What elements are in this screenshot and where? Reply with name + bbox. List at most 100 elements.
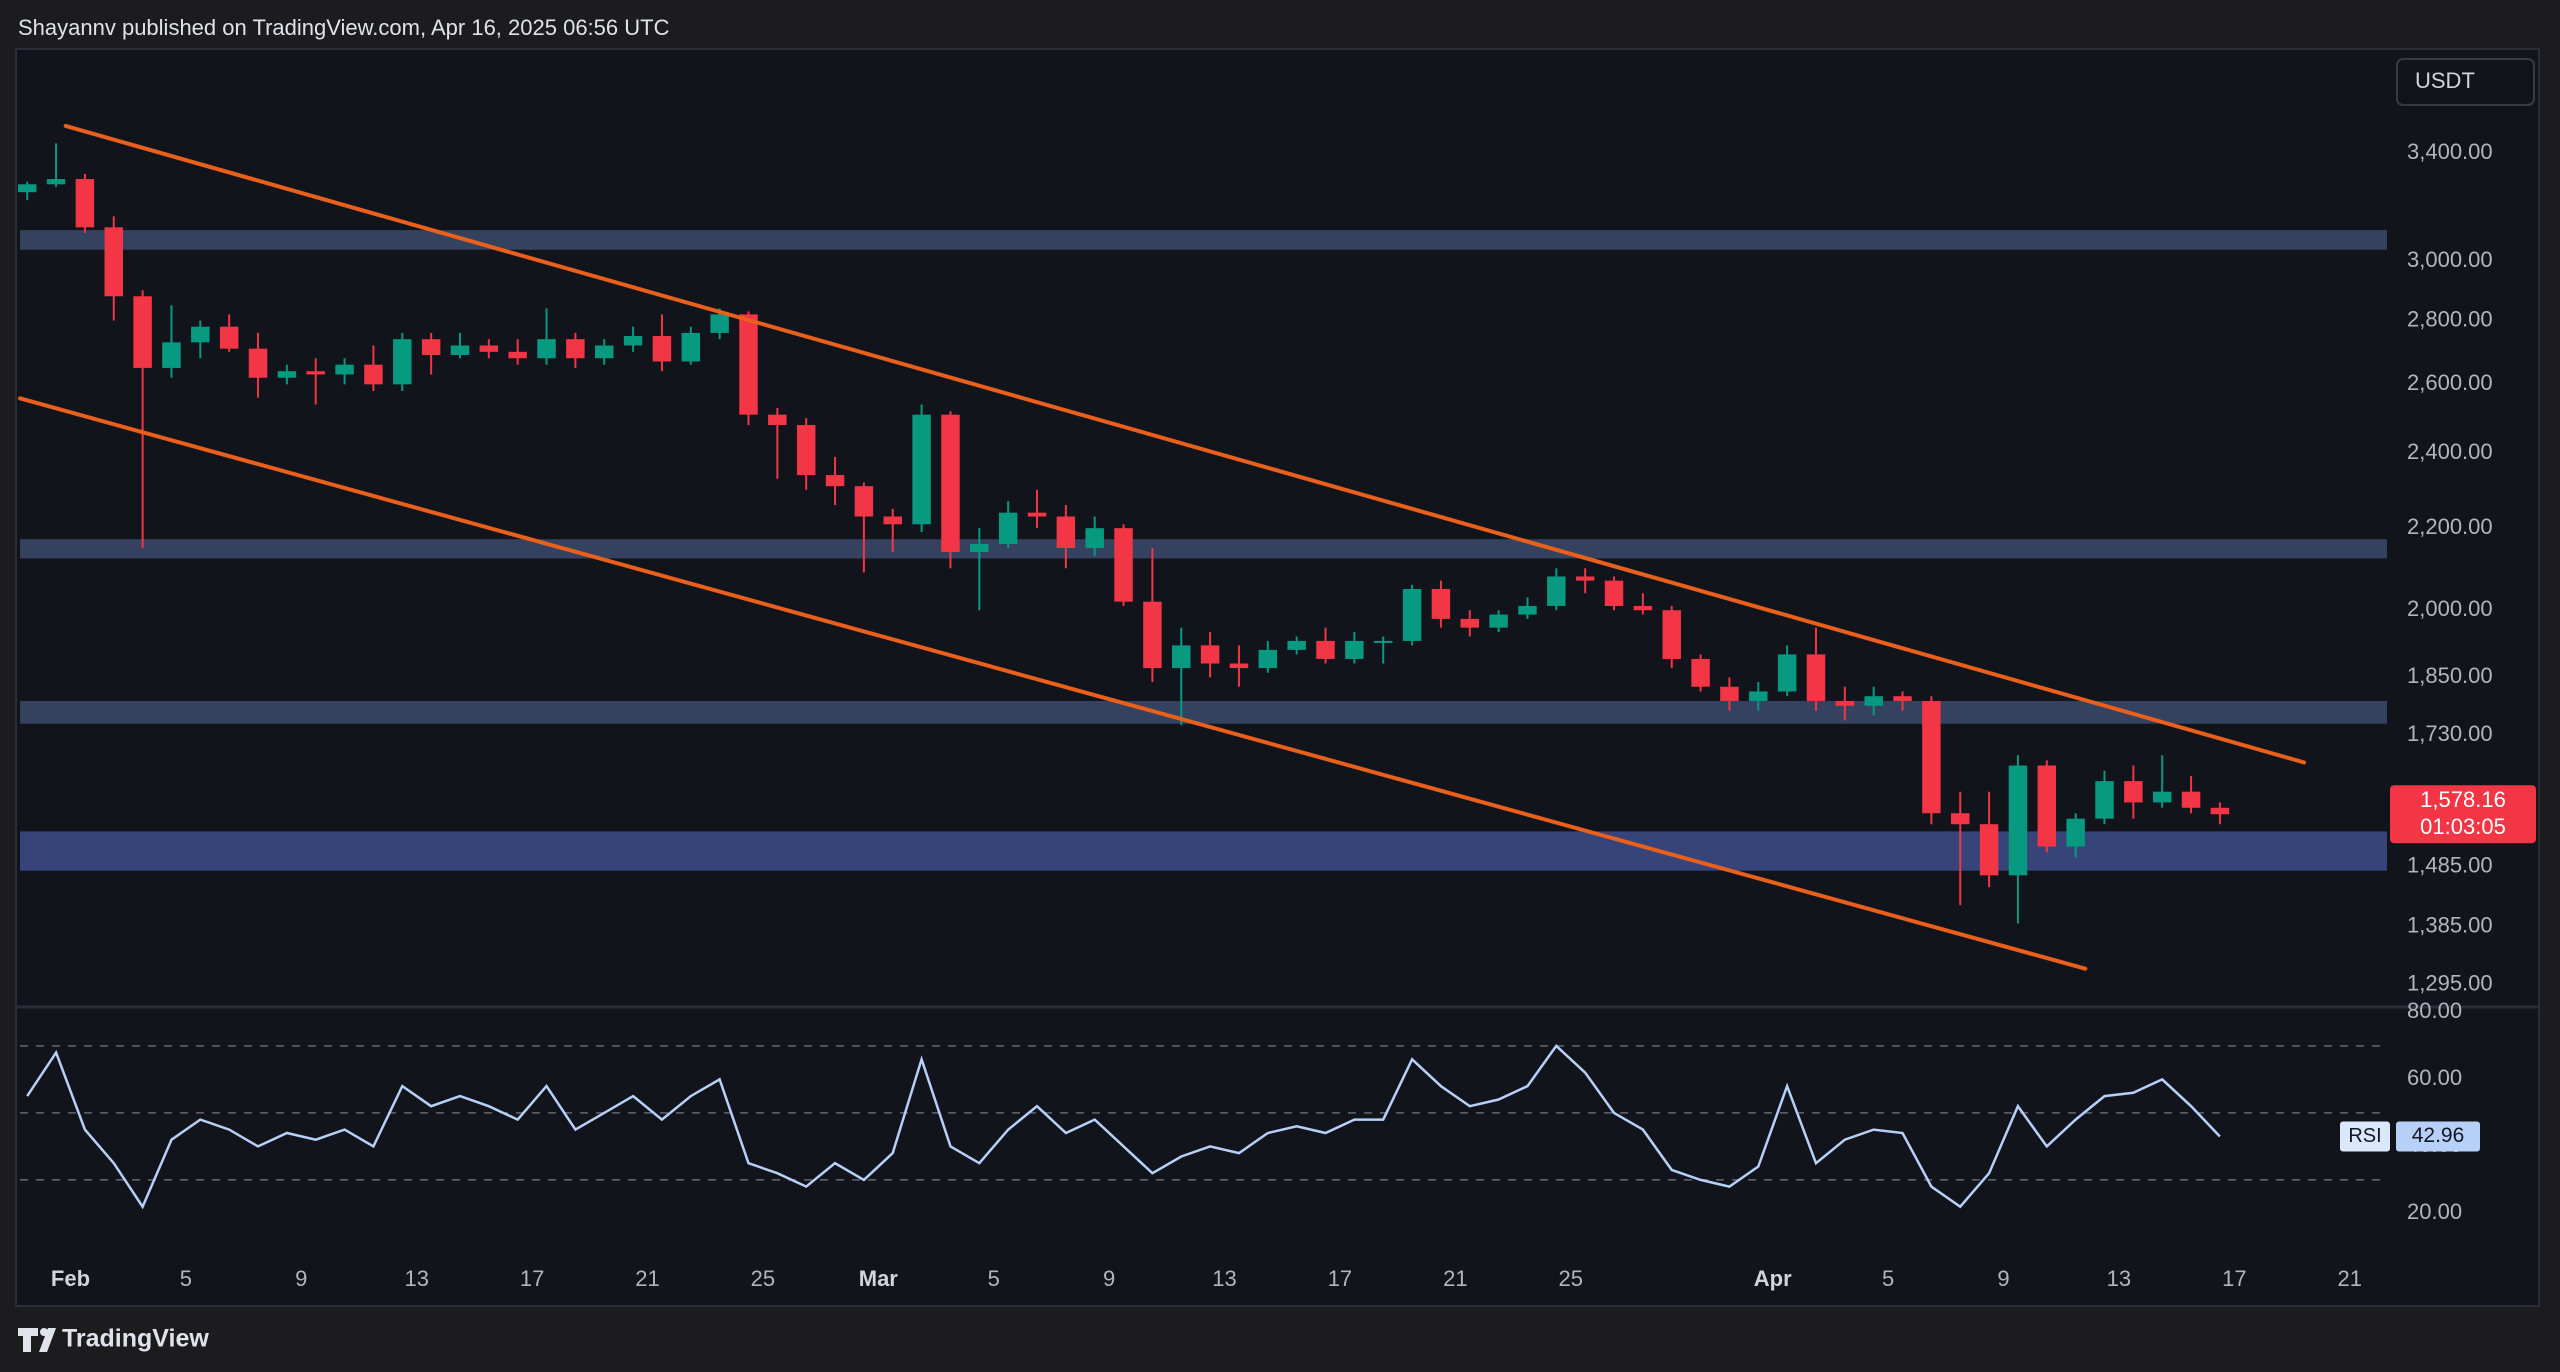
- x-tick-label: 21: [2337, 1266, 2361, 1291]
- tradingview-logo: [18, 1328, 56, 1352]
- x-tick-label: 13: [2107, 1266, 2131, 1291]
- candle-body: [1431, 588, 1451, 619]
- candle-body: [1114, 528, 1133, 602]
- candle-body: [1027, 512, 1047, 517]
- candle-body: [1143, 601, 1162, 669]
- candle-body: [364, 364, 383, 385]
- zone: [20, 539, 2387, 559]
- candle-body: [1691, 658, 1710, 687]
- candle-body: [998, 512, 1018, 544]
- y-tick-label: 2,200.00: [2407, 514, 2493, 539]
- x-tick-label: 9: [295, 1266, 307, 1291]
- y-tick-label: 2,400.00: [2407, 439, 2493, 464]
- x-tick-label: 17: [520, 1266, 544, 1291]
- candle-body: [191, 326, 210, 343]
- candle-body: [1287, 640, 1306, 650]
- candle-body: [248, 348, 268, 378]
- x-tick-label: 9: [1103, 1266, 1115, 1291]
- x-tick-label: Mar: [859, 1266, 899, 1291]
- candle-body: [623, 336, 643, 346]
- y-tick-label: 2,000.00: [2407, 596, 2493, 621]
- y-tick-label: 2,800.00: [2407, 306, 2493, 331]
- zone: [20, 700, 2387, 724]
- x-tick-label: 25: [751, 1266, 775, 1291]
- y-tick-label: 1,850.00: [2407, 663, 2493, 688]
- candle-body: [710, 314, 729, 333]
- candle-body: [1893, 696, 1912, 701]
- candle-body: [1575, 576, 1595, 581]
- candle-body: [1662, 610, 1681, 659]
- candle-body: [2037, 765, 2057, 847]
- candle-body: [2124, 781, 2143, 803]
- candle-body: [479, 345, 499, 352]
- candle-body: [219, 326, 239, 349]
- candle-body: [1258, 649, 1278, 669]
- countdown-label: 01:03:05: [2420, 814, 2506, 839]
- candle-body: [854, 486, 874, 517]
- candle-body: [1806, 654, 1826, 701]
- candle-body: [2095, 781, 2114, 819]
- currency-box[interactable]: [2396, 58, 2535, 106]
- candle-body: [652, 336, 672, 362]
- candle-body: [1633, 605, 1653, 611]
- candle-body: [1518, 605, 1537, 615]
- candle-body: [1951, 813, 1970, 825]
- trendline: [63, 123, 2307, 765]
- x-tick-label: 17: [1328, 1266, 1352, 1291]
- candle-body: [1172, 645, 1191, 669]
- candle-body: [46, 179, 66, 185]
- x-tick-label: Feb: [51, 1266, 90, 1291]
- candle-body: [2181, 791, 2201, 808]
- candle-body: [1056, 516, 1076, 548]
- candle-body: [2152, 791, 2172, 803]
- candle-body: [970, 543, 989, 552]
- x-tick-label: 25: [1559, 1266, 1583, 1291]
- candle-body: [796, 425, 816, 476]
- candle-body: [941, 414, 960, 552]
- candle-body: [133, 296, 152, 368]
- candle-body: [393, 339, 412, 385]
- y-tick-label: 80.00: [2407, 998, 2462, 1023]
- y-tick-label: 60.00: [2407, 1065, 2462, 1090]
- candle-body: [1604, 580, 1624, 606]
- publisher-header: Shayannv published on TradingView.com, A…: [18, 15, 670, 40]
- candle-body: [2066, 818, 2085, 847]
- candle-body: [1229, 663, 1249, 669]
- candle-body: [335, 364, 354, 375]
- candle-body: [739, 314, 758, 415]
- candle-body: [2210, 807, 2230, 815]
- candle-body: [1547, 576, 1566, 606]
- trendline: [18, 396, 2088, 971]
- candle-body: [104, 227, 123, 297]
- currency-label: USDT: [2415, 68, 2475, 93]
- last-price-label: 1,578.16: [2420, 787, 2506, 812]
- candle-body: [2008, 765, 2028, 876]
- candle-body: [681, 332, 701, 362]
- x-tick-label: 9: [1997, 1266, 2009, 1291]
- candle-body: [1864, 696, 1883, 706]
- y-tick-label: 1,730.00: [2407, 721, 2493, 746]
- candle-body: [508, 351, 527, 359]
- candle-body: [75, 179, 95, 228]
- candle-body: [306, 371, 325, 375]
- y-tick-label: 1,385.00: [2407, 912, 2493, 937]
- candle-body: [537, 339, 556, 359]
- x-tick-label: 17: [2222, 1266, 2246, 1291]
- candle-body: [883, 516, 902, 525]
- candle-body: [566, 339, 585, 359]
- candle-body: [17, 184, 37, 193]
- candle-body: [1085, 528, 1104, 548]
- footer-brand: TradingView: [62, 1325, 209, 1353]
- candle-body: [450, 345, 470, 356]
- zone: [20, 831, 2387, 871]
- candle-body: [277, 371, 297, 378]
- y-tick-label: 3,400.00: [2407, 139, 2493, 164]
- x-tick-label: 13: [404, 1266, 428, 1291]
- rsi-line: [26, 1044, 2221, 1210]
- rsi-name-box: [2340, 1121, 2390, 1152]
- candle-body: [595, 345, 614, 359]
- candle-body: [1200, 645, 1220, 664]
- rsi-value: 42.96: [2412, 1124, 2465, 1147]
- rsi-value-box: [2396, 1121, 2480, 1152]
